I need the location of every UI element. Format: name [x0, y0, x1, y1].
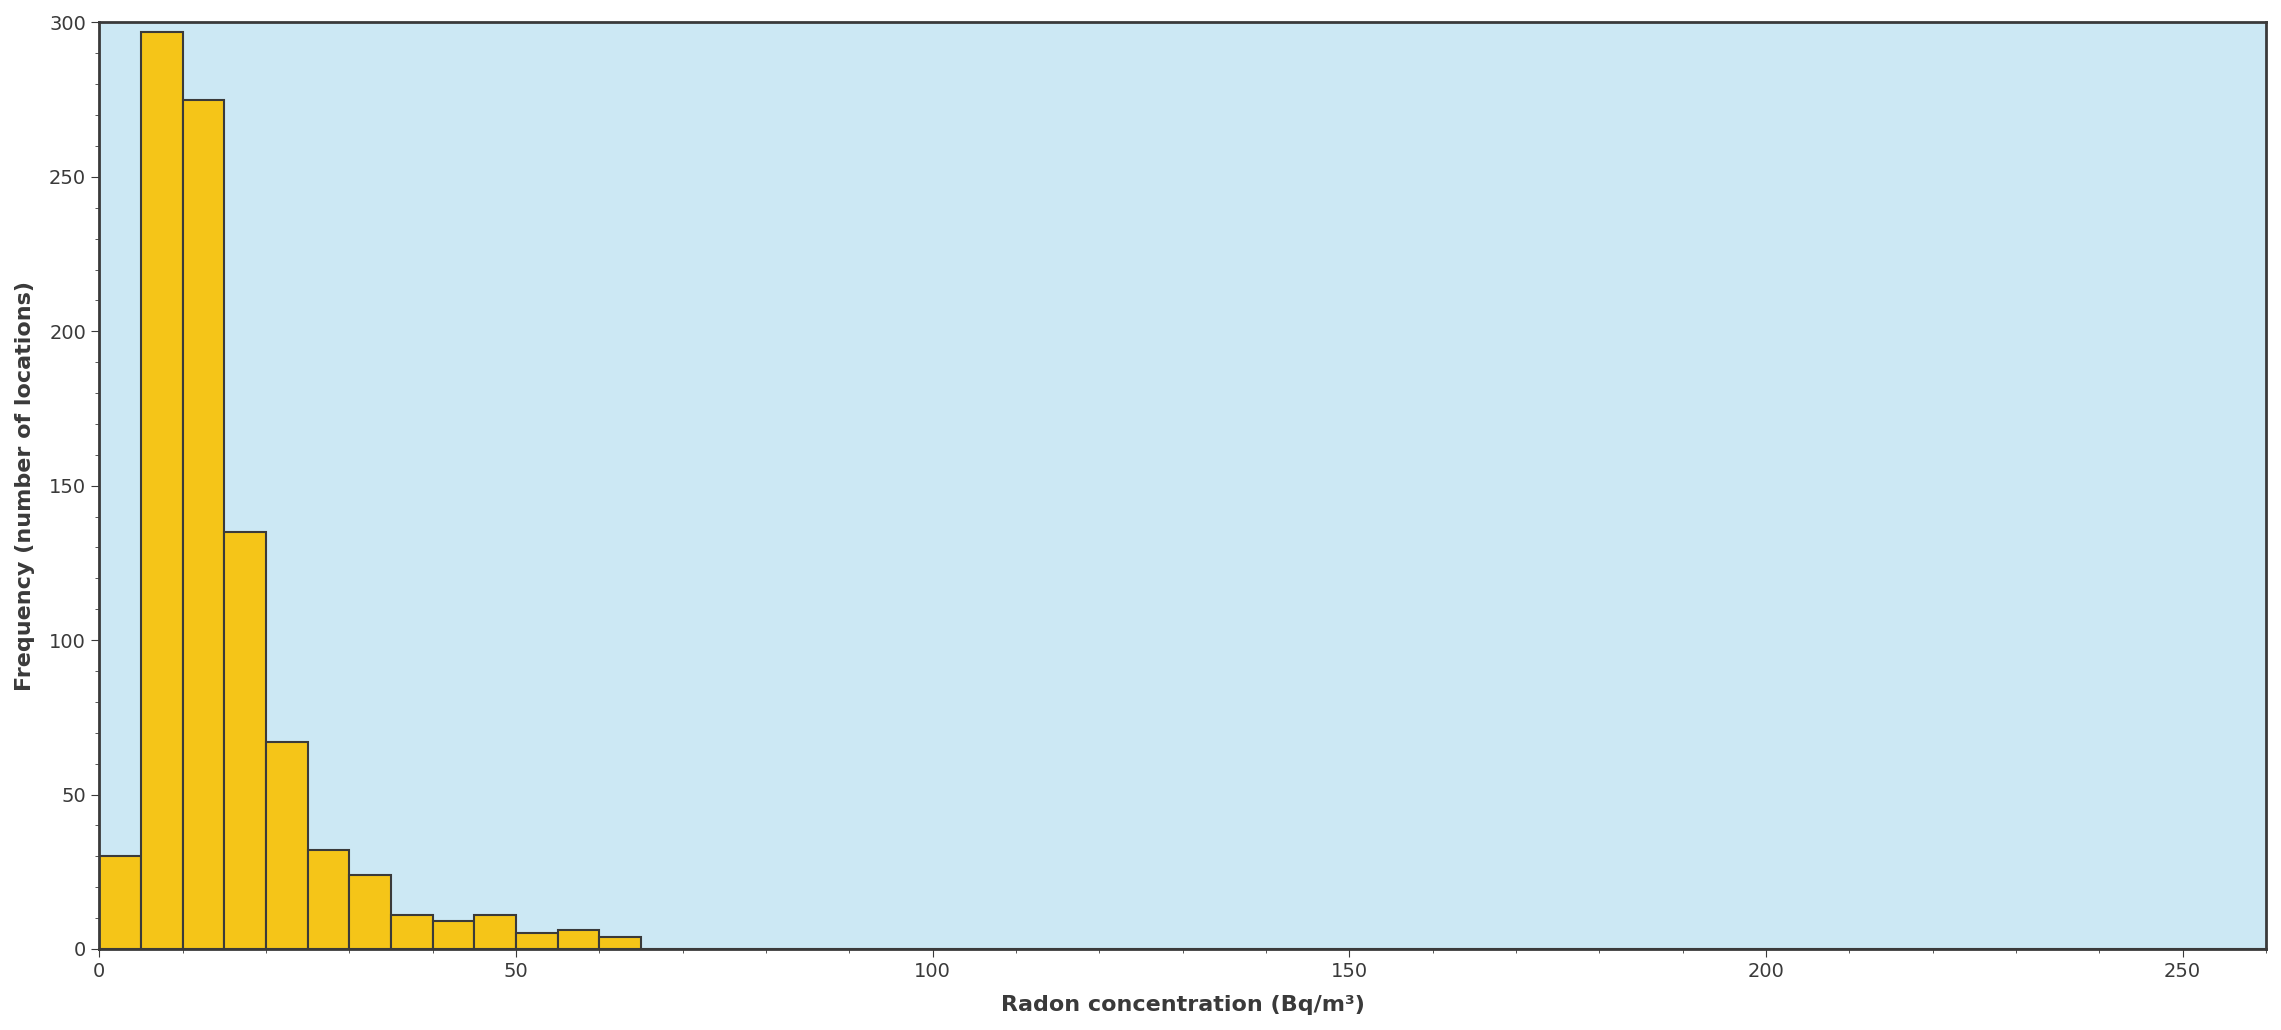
Bar: [433, 921, 474, 949]
X-axis label: Radon concentration (Bq/m³): Radon concentration (Bq/m³): [1001, 995, 1364, 1015]
Bar: [141, 32, 182, 949]
Bar: [474, 915, 516, 949]
Bar: [516, 933, 557, 949]
Bar: [267, 742, 308, 949]
Bar: [390, 915, 433, 949]
Bar: [182, 100, 224, 949]
Y-axis label: Frequency (number of locations): Frequency (number of locations): [16, 281, 34, 691]
Bar: [349, 874, 390, 949]
Bar: [98, 856, 141, 949]
Bar: [557, 930, 600, 949]
Bar: [600, 936, 641, 949]
Bar: [308, 850, 349, 949]
Bar: [224, 533, 267, 949]
